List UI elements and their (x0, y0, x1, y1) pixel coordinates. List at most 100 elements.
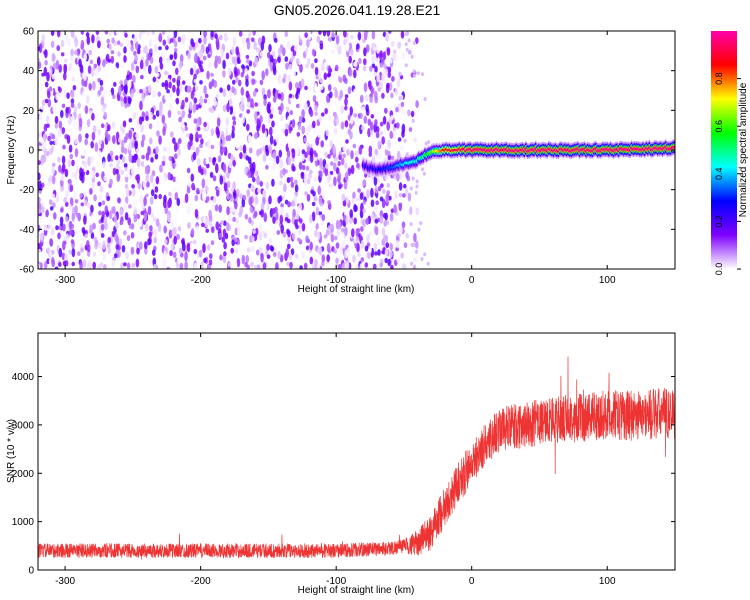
noise-cell (38, 78, 43, 89)
noise-cell (94, 142, 99, 153)
noise-cell (146, 31, 150, 36)
noise-cell (90, 215, 94, 222)
noise-cell (63, 63, 67, 70)
noise-cell (359, 192, 364, 201)
noise-cell (162, 39, 167, 46)
noise-cell (258, 210, 263, 216)
noise-cell (376, 236, 381, 246)
noise-cell (415, 240, 419, 249)
noise-cell (210, 240, 215, 246)
noise-cell (277, 196, 282, 204)
noise-cell (49, 238, 53, 247)
noise-cell (209, 171, 214, 178)
noise-cell (374, 91, 378, 100)
noise-cell (314, 104, 318, 112)
noise-cell (419, 221, 423, 226)
noise-cell (46, 247, 51, 253)
noise-cell (268, 144, 273, 154)
noise-cell (375, 131, 380, 139)
noise-cell (245, 54, 250, 59)
noise-cell (339, 89, 344, 99)
noise-cell (117, 197, 121, 204)
noise-cell (379, 215, 384, 224)
noise-cell (149, 225, 153, 232)
noise-cell (38, 160, 41, 165)
noise-cell (168, 92, 173, 98)
noise-cell (223, 220, 227, 226)
noise-cell (378, 151, 383, 160)
noise-cell (147, 53, 151, 61)
noise-cell (222, 146, 226, 153)
noise-cell (424, 141, 428, 146)
noise-cell (168, 74, 172, 79)
noise-cell (204, 219, 209, 228)
noise-cell (222, 70, 226, 78)
noise-cell (131, 184, 135, 189)
noise-cell (103, 215, 108, 226)
noise-cell (52, 202, 56, 208)
noise-cell (213, 111, 218, 118)
noise-cell (61, 103, 66, 109)
noise-cell (55, 93, 59, 101)
noise-cell (352, 254, 356, 263)
noise-cell (120, 169, 125, 176)
noise-cell (285, 81, 289, 87)
noise-cell (349, 48, 354, 56)
colorbar-tick-label: 0.8 (714, 72, 724, 85)
noise-cell (314, 66, 319, 76)
noise-cell (217, 155, 222, 163)
colorbar-tick-label: 0.6 (714, 120, 724, 133)
noise-cell (172, 176, 176, 183)
noise-cell (300, 78, 305, 88)
noise-cell (315, 223, 319, 230)
noise-cell (83, 168, 88, 173)
noise-cell (388, 82, 393, 91)
noise-cell (107, 91, 112, 97)
noise-cell (408, 49, 412, 55)
noise-cell (332, 145, 337, 156)
noise-cell (289, 110, 294, 116)
noise-cell (318, 148, 322, 154)
noise-cell (333, 248, 338, 254)
noise-cell (141, 154, 145, 160)
noise-cell (304, 102, 308, 111)
noise-cell (60, 52, 65, 57)
noise-cell (158, 135, 162, 145)
noise-cell (115, 131, 120, 140)
noise-cell (178, 247, 183, 255)
noise-cell (296, 87, 301, 94)
noise-cell (384, 257, 389, 264)
noise-cell (386, 183, 391, 188)
noise-cell (69, 184, 74, 192)
noise-cell (111, 37, 115, 44)
noise-cell (124, 173, 129, 178)
noise-cell (73, 191, 77, 200)
noise-cell (385, 242, 390, 249)
noise-cell (386, 47, 391, 56)
noise-cell (357, 31, 362, 41)
noise-cell (295, 57, 300, 65)
noise-cell (140, 75, 144, 80)
noise-cell (219, 254, 223, 261)
noise-cell (138, 116, 143, 125)
noise-cell (107, 58, 112, 63)
noise-cell (167, 199, 171, 209)
noise-cell (374, 204, 379, 213)
noise-cell (379, 62, 384, 68)
noise-cell (227, 64, 232, 69)
noise-cell (141, 134, 146, 142)
noise-cell (267, 51, 271, 59)
noise-cell (142, 179, 147, 189)
noise-cell (241, 64, 245, 69)
noise-cell (194, 194, 199, 202)
x-tick-label: 100 (599, 576, 616, 587)
noise-cell (44, 60, 48, 66)
noise-cell (125, 251, 129, 260)
noise-cell (91, 34, 95, 44)
noise-cell (287, 243, 291, 250)
noise-cell (273, 58, 278, 65)
noise-cell (348, 55, 353, 64)
noise-cell (250, 98, 254, 108)
y-tick-label: 1000 (12, 517, 35, 528)
noise-cell (293, 46, 298, 52)
